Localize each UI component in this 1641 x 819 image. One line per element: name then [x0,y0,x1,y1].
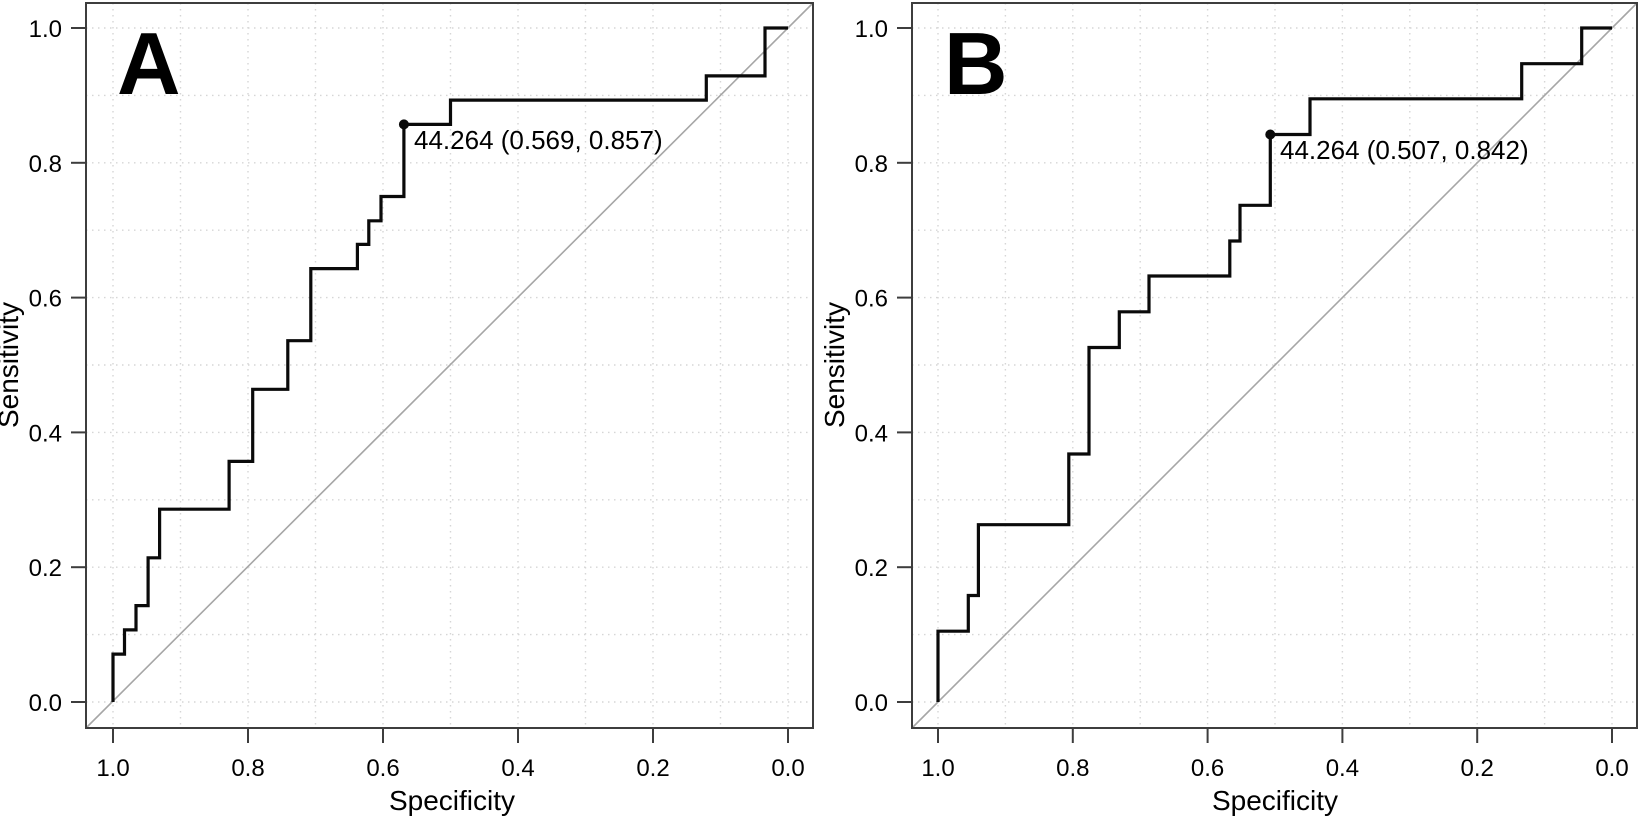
y-tick-label: 0.0 [855,690,888,717]
x-tick-label: 0.8 [231,755,264,782]
x-tick-label: 1.0 [921,755,954,782]
y-tick-label: 0.4 [29,420,62,447]
x-tick-label: 0.4 [501,755,534,782]
best-threshold-marker-b [1265,129,1276,140]
gridlines-b [912,3,1637,728]
x-tick-label: 0.0 [1595,755,1628,782]
roc-panel-b: 1.0 0.8 0.6 0.4 0.2 0.0 0.0 0.2 0.4 0.6 0.8 1.0 B 4… [819,2,1638,816]
y-tick-label: 0.6 [29,286,62,313]
threshold-annotation-a: 44.264 (0.569, 0.857) [414,125,663,155]
threshold-annotation-b: 44.264 (0.507, 0.842) [1280,135,1529,165]
plot-frame-b [911,2,1638,729]
y-tick-label: 1.0 [29,16,62,43]
best-threshold-marker-a [398,119,409,130]
y-axis-title-a: Sensitivity [0,302,24,428]
y-axis-title-b: Sensitivity [819,302,850,428]
x-tick-label: 0.2 [636,755,669,782]
x-tick-label: 0.2 [1461,755,1494,782]
y-tick-label: 0.2 [29,555,62,582]
roc-curve-b [936,26,1612,702]
y-tick-label: 0.4 [855,420,888,447]
axis-ticks-a: 1.0 0.8 0.6 0.4 0.2 0.0 0.0 0.2 0.4 0.6 0.8 1.0 [29,16,805,782]
gridlines-a [86,3,813,728]
axis-ticks-b: 1.0 0.8 0.6 0.4 0.2 0.0 0.0 0.2 0.4 0.6 0.8 1.0 [855,16,1629,782]
x-tick-label: 0.0 [771,755,804,782]
y-tick-label: 0.2 [855,555,888,582]
x-axis-title-a: Specificity [389,785,515,816]
diagonal-reference-line-a [85,2,814,729]
y-tick-label: 1.0 [855,16,888,43]
panel-label-b: B [944,14,1008,113]
x-tick-label: 0.8 [1056,755,1089,782]
roc-curve-a [111,26,788,702]
y-tick-label: 0.6 [855,286,888,313]
x-tick-label: 0.4 [1326,755,1359,782]
roc-panel-a: 1.0 0.8 0.6 0.4 0.2 0.0 0.0 0.2 0.4 0.6 0.8 1.0 A 4… [0,2,814,816]
x-tick-label: 0.6 [366,755,399,782]
y-tick-label: 0.0 [29,690,62,717]
plot-frame-a [85,2,814,729]
x-tick-label: 0.6 [1191,755,1224,782]
y-tick-label: 0.8 [29,151,62,178]
panel-label-a: A [117,14,181,113]
diagonal-reference-line-b [911,2,1638,729]
y-tick-label: 0.8 [855,151,888,178]
x-axis-title-b: Specificity [1212,785,1338,816]
x-tick-label: 1.0 [96,755,129,782]
